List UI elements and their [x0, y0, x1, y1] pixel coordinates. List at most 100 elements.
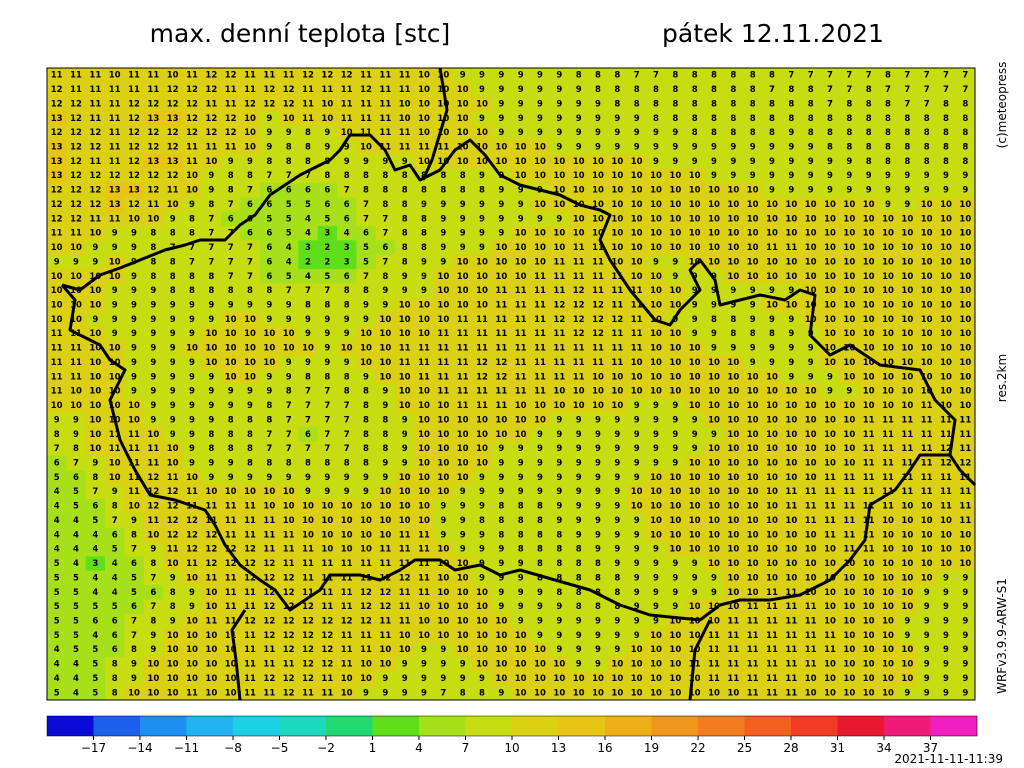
temperature-value: 8	[112, 674, 118, 684]
colorbar-tick-label: 28	[783, 741, 798, 755]
temperature-cell	[743, 197, 763, 213]
temperature-value: 10	[379, 358, 391, 368]
colorbar-segment	[558, 716, 606, 736]
temperature-value: 10	[631, 200, 643, 210]
temperature-value: 10	[244, 344, 256, 354]
temperature-value: 5	[92, 516, 98, 526]
temperature-value: 7	[904, 71, 910, 81]
temperature-value: 10	[186, 660, 198, 670]
temperature-value: 8	[885, 114, 891, 124]
temperature-value: 9	[634, 444, 640, 454]
temperature-value: 10	[689, 229, 701, 239]
temperature-value: 9	[266, 387, 272, 397]
temperature-value: 10	[882, 329, 894, 339]
temperature-value: 10	[51, 401, 63, 411]
temperature-value: 9	[750, 301, 756, 311]
temperature-value: 9	[208, 301, 214, 311]
temperature-value: 9	[653, 444, 659, 454]
colorbar-tick-label: 34	[876, 741, 891, 755]
temperature-value: 12	[51, 99, 63, 109]
temperature-value: 10	[708, 688, 720, 698]
temperature-value: 10	[689, 186, 701, 196]
temperature-value: 10	[341, 688, 353, 698]
temperature-value: 11	[534, 344, 546, 354]
temperature-value: 5	[73, 602, 79, 612]
temperature-value: 8	[402, 214, 408, 224]
temperature-value: 10	[708, 415, 720, 425]
temperature-value: 10	[959, 214, 971, 224]
temperature-value: 12	[128, 143, 140, 153]
temperature-value: 9	[750, 157, 756, 167]
temperature-value: 10	[650, 301, 662, 311]
temperature-value: 9	[576, 530, 582, 540]
temperature-value: 5	[324, 272, 330, 282]
temperature-value: 8	[595, 602, 601, 612]
temperature-value: 11	[805, 617, 817, 627]
temperature-value: 7	[228, 243, 234, 253]
temperature-value: 8	[788, 114, 794, 124]
temperature-value: 10	[631, 171, 643, 181]
temperature-value: 8	[382, 272, 388, 282]
temperature-cell	[395, 125, 415, 141]
temperature-value: 10	[882, 631, 894, 641]
temperature-value: 7	[943, 71, 949, 81]
temperature-value: 8	[904, 128, 910, 138]
temperature-value: 11	[727, 617, 739, 627]
temperature-cell	[859, 240, 879, 256]
temperature-value: 7	[286, 444, 292, 454]
temperature-value: 3	[324, 229, 330, 239]
temperature-value: 9	[692, 430, 698, 440]
temperature-value: 10	[766, 257, 778, 267]
temperature-value: 10	[901, 645, 913, 655]
temperature-value: 12	[128, 99, 140, 109]
temperature-value: 11	[843, 516, 855, 526]
temperature-value: 9	[576, 99, 582, 109]
temperature-value: 10	[940, 344, 952, 354]
temperature-value: 11	[476, 387, 488, 397]
temperature-value: 10	[727, 214, 739, 224]
temperature-value: 6	[73, 473, 79, 483]
map-date: pátek 12.11.2021	[662, 19, 884, 48]
temperature-cell	[665, 197, 686, 213]
temperature-cell	[182, 168, 203, 184]
temperature-value: 10	[843, 588, 855, 598]
temperature-value: 13	[128, 186, 140, 196]
temperature-cell	[201, 269, 222, 284]
temperature-value: 10	[399, 99, 411, 109]
temperature-value: 9	[498, 186, 504, 196]
temperature-cell	[356, 82, 377, 98]
temperature-value: 9	[112, 315, 118, 325]
temperature-value: 6	[54, 459, 60, 469]
temperature-value: 8	[943, 143, 949, 153]
temperature-value: 10	[225, 674, 237, 684]
temperature-value: 11	[553, 358, 565, 368]
temperature-value: 10	[863, 286, 875, 296]
temperature-value: 11	[89, 71, 101, 81]
temperature-value: 9	[595, 502, 601, 512]
temperature-value: 11	[824, 530, 836, 540]
temperature-cell	[781, 111, 802, 126]
temperature-value: 9	[808, 344, 814, 354]
temperature-value: 9	[208, 387, 214, 397]
temperature-cell	[936, 82, 957, 98]
temperature-value: 8	[846, 128, 852, 138]
temperature-value: 9	[653, 143, 659, 153]
temperature-value: 9	[556, 85, 562, 95]
temperature-value: 7	[344, 415, 350, 425]
temperature-value: 10	[650, 329, 662, 339]
colorbar-segment	[47, 716, 94, 736]
temperature-value: 10	[186, 617, 198, 627]
temperature-value: 9	[537, 444, 543, 454]
temperature-value: 10	[843, 329, 855, 339]
temperature-value: 10	[921, 358, 933, 368]
temperature-value: 10	[611, 157, 623, 167]
temperature-value: 9	[247, 301, 253, 311]
temperature-value: 9	[344, 157, 350, 167]
temperature-cell	[453, 168, 473, 184]
temperature-cell	[762, 82, 783, 98]
colorbar-tick-label: 16	[597, 741, 612, 755]
temperature-cell	[279, 154, 299, 169]
temperature-value: 4	[54, 674, 60, 684]
temperature-cell	[163, 211, 183, 227]
temperature-value: 10	[437, 315, 449, 325]
